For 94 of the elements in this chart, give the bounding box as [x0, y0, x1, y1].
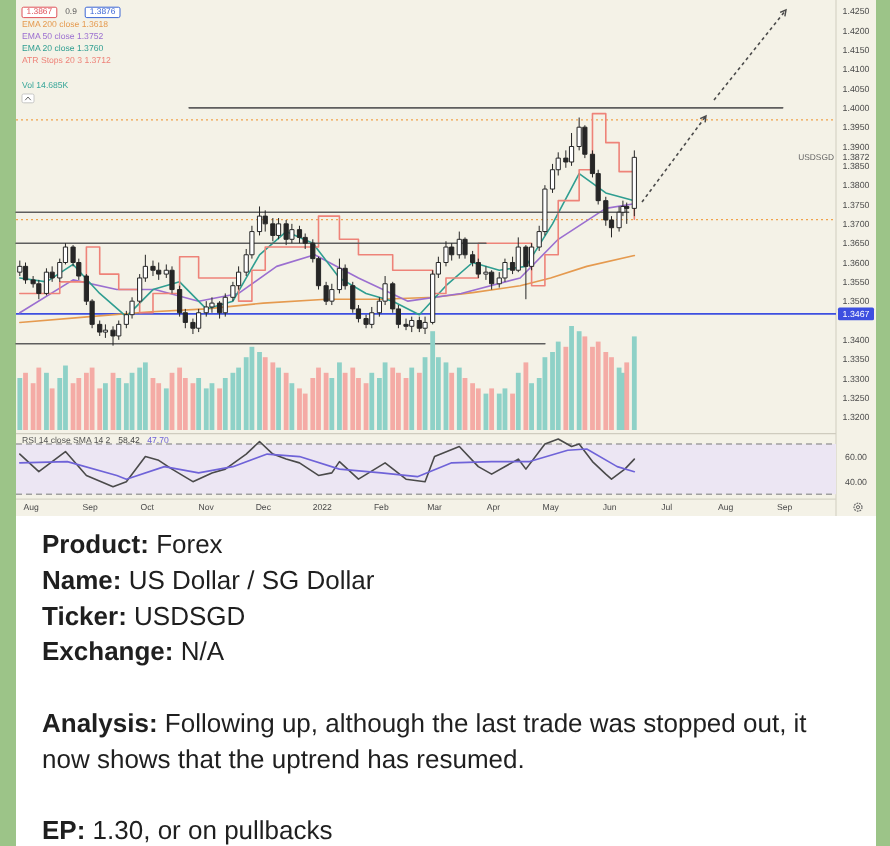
bar: [76, 378, 82, 430]
bar: [36, 367, 42, 430]
bar: [470, 383, 476, 430]
bar: [390, 367, 396, 430]
bar: [316, 367, 321, 430]
bar: [396, 372, 401, 430]
text: Ticker: USDSGD: [42, 600, 246, 631]
bar: [323, 372, 329, 430]
bar: [529, 383, 534, 430]
bar: [409, 367, 415, 430]
line-series: [19, 202, 636, 314]
bar: [456, 367, 462, 430]
bar: [369, 372, 375, 430]
candlestick: [502, 258, 508, 283]
candlestick: [156, 262, 162, 281]
bar: [83, 372, 89, 430]
candlestick: [475, 258, 481, 279]
bar: [17, 378, 23, 430]
text: Exchange: N/A: [42, 636, 225, 667]
bar: [257, 352, 262, 430]
text: EP: 1.30, or on pullbacks: [42, 815, 334, 846]
bar: [569, 326, 574, 430]
candlestick: [216, 300, 223, 320]
bar: [337, 362, 342, 430]
bar: [44, 372, 49, 430]
bar: [475, 388, 481, 430]
bar: [350, 367, 356, 430]
bar: [177, 367, 183, 430]
text: Name: US Dollar / SG Dollar: [42, 564, 376, 595]
bar: [342, 372, 348, 430]
bar: [116, 378, 122, 430]
bar: [297, 388, 302, 430]
candlestick: [196, 308, 202, 333]
candlestick: [270, 217, 276, 242]
candlestick: [616, 205, 622, 233]
candlestick: [296, 225, 303, 244]
bar: [523, 362, 529, 430]
candlestick: [523, 244, 529, 300]
bar: [49, 388, 55, 430]
bar: [489, 388, 495, 430]
bar: [222, 378, 228, 430]
bar: [582, 336, 588, 430]
candlestick: [110, 325, 116, 347]
bar: [283, 372, 289, 430]
bar: [270, 362, 276, 430]
bar: [63, 365, 68, 430]
bar: [156, 383, 162, 430]
candlestick: [102, 323, 109, 339]
candlestick: [22, 262, 29, 285]
candlestick: [489, 269, 495, 291]
bar: [103, 383, 108, 430]
bar: [142, 362, 148, 430]
candlestick: [416, 316, 422, 333]
bar: [289, 383, 295, 430]
bar: [563, 346, 569, 430]
bar: [609, 357, 614, 430]
line-series: [19, 172, 636, 318]
bar: [89, 367, 95, 430]
candlestick: [409, 316, 415, 333]
bar: [262, 357, 268, 430]
bar: [510, 393, 515, 430]
bar: [217, 388, 222, 430]
candlestick: [462, 236, 468, 260]
line-series: [19, 438, 636, 488]
bar: [196, 378, 202, 430]
bar: [163, 388, 169, 430]
bar: [430, 331, 436, 430]
text: Analysis: Following up, although the last trade was stopped out, it now shows that the uptrend has resumed.: [42, 708, 808, 774]
line-series: [19, 254, 636, 324]
bar: [624, 362, 630, 430]
bar: [137, 367, 143, 430]
candlestick: [17, 260, 23, 277]
candlestick: [631, 149, 637, 217]
candlestick: [150, 260, 156, 277]
bar: [595, 341, 601, 430]
candlestick: [289, 223, 295, 244]
candlestick: [456, 231, 462, 260]
line-series: [19, 448, 636, 480]
bar: [631, 336, 637, 430]
candlestick: [283, 219, 289, 246]
bar: [496, 393, 502, 430]
bar: [416, 372, 422, 430]
candlestick: [262, 209, 268, 233]
candlestick: [43, 267, 50, 296]
bar: [23, 372, 28, 430]
bar: [449, 372, 455, 430]
bar: [555, 341, 561, 430]
candlestick: [209, 296, 215, 314]
text: Product: Forex: [42, 529, 224, 559]
bar: [230, 372, 236, 430]
bar: [515, 372, 521, 430]
bar: [276, 367, 281, 430]
candlestick: [275, 217, 282, 240]
bar: [576, 331, 582, 430]
